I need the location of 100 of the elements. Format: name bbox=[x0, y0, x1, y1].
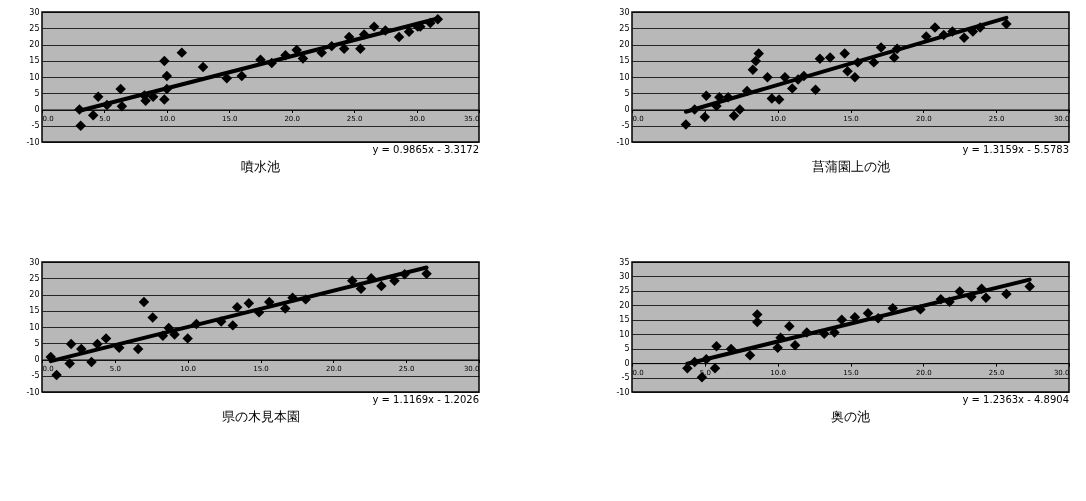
y-tick-label: 30 bbox=[29, 257, 40, 267]
point bbox=[888, 52, 900, 63]
point bbox=[750, 55, 762, 67]
y-tick-label: -10 bbox=[616, 137, 630, 147]
y-tick-label: 10 bbox=[619, 72, 630, 82]
y-tick-label: -5 bbox=[621, 121, 630, 131]
point bbox=[236, 70, 248, 82]
y-tick-label: 5 bbox=[624, 344, 630, 354]
text: y = 0.9865x - 3.3172 bbox=[372, 144, 479, 155]
point bbox=[862, 307, 874, 319]
point bbox=[772, 342, 783, 354]
point bbox=[728, 110, 740, 121]
text: y = 1.1169x - 1.2026 bbox=[372, 394, 479, 405]
point bbox=[280, 303, 291, 314]
y-tick-label: 5 bbox=[624, 88, 630, 98]
point bbox=[929, 22, 941, 33]
point bbox=[147, 312, 158, 323]
y-tick-label: 30 bbox=[29, 7, 40, 17]
point bbox=[92, 91, 104, 103]
y-tick-label: 15 bbox=[619, 56, 630, 66]
text: 県の木見本園 bbox=[221, 409, 300, 424]
point bbox=[159, 94, 170, 105]
text: 奥の池 bbox=[831, 409, 870, 424]
point bbox=[842, 65, 853, 77]
y-tick-label: 5 bbox=[34, 88, 40, 98]
point bbox=[176, 47, 188, 58]
point bbox=[958, 32, 970, 43]
point bbox=[810, 84, 821, 95]
point bbox=[747, 64, 759, 76]
y-tick-label: 25 bbox=[29, 23, 40, 33]
y-tick-label: 25 bbox=[619, 286, 630, 296]
y-tick-label: 35 bbox=[619, 257, 630, 267]
point bbox=[784, 320, 795, 332]
point bbox=[227, 320, 239, 331]
point bbox=[701, 90, 712, 102]
point bbox=[699, 111, 711, 123]
point bbox=[182, 333, 193, 344]
y-tick-label: -10 bbox=[26, 137, 40, 147]
y-tick-label: 20 bbox=[29, 290, 40, 299]
point bbox=[138, 296, 150, 308]
point bbox=[954, 286, 965, 297]
point bbox=[752, 309, 763, 320]
y-tick-label: 10 bbox=[619, 329, 630, 339]
y-tick-label: 15 bbox=[29, 306, 40, 316]
point bbox=[368, 21, 380, 32]
point bbox=[221, 73, 233, 84]
point bbox=[243, 298, 255, 309]
point bbox=[814, 53, 826, 65]
y-tick-label: 20 bbox=[29, 40, 40, 49]
point bbox=[875, 42, 887, 53]
point bbox=[711, 341, 722, 352]
point bbox=[393, 31, 405, 43]
y-tick-label: 10 bbox=[29, 72, 40, 82]
text: 噴水池 bbox=[241, 159, 280, 174]
point bbox=[744, 350, 756, 361]
y-tick-label: 25 bbox=[619, 23, 630, 33]
text: 菖蒲園上の池 bbox=[811, 159, 890, 174]
point bbox=[65, 338, 77, 350]
y-tick-label: 0 bbox=[34, 355, 40, 364]
point bbox=[421, 268, 432, 279]
point bbox=[868, 57, 880, 68]
point bbox=[231, 301, 243, 313]
point bbox=[824, 52, 836, 63]
text: y = 1.3159x - 5.5783 bbox=[962, 144, 1069, 155]
point bbox=[197, 61, 209, 73]
y-tick-label: 5 bbox=[34, 338, 40, 348]
point bbox=[132, 343, 144, 355]
y-tick-label: 0 bbox=[624, 358, 630, 368]
text: y = 1.2363x - 4.8904 bbox=[962, 394, 1069, 405]
point bbox=[839, 48, 850, 59]
point bbox=[709, 363, 721, 374]
point bbox=[849, 72, 861, 83]
point bbox=[376, 280, 387, 292]
point bbox=[159, 55, 170, 67]
point bbox=[161, 70, 173, 82]
point bbox=[789, 339, 801, 351]
point bbox=[75, 120, 86, 131]
y-tick-label: 25 bbox=[29, 273, 40, 283]
point bbox=[980, 292, 992, 304]
point bbox=[403, 26, 415, 38]
y-tick-label: 0 bbox=[624, 105, 630, 114]
y-tick-label: -5 bbox=[31, 121, 40, 131]
point bbox=[1001, 288, 1012, 300]
point bbox=[753, 48, 764, 59]
y-tick-label: 0 bbox=[34, 105, 40, 114]
point bbox=[100, 333, 112, 344]
point bbox=[355, 43, 366, 54]
y-tick-label: -10 bbox=[616, 387, 630, 397]
point bbox=[680, 119, 692, 130]
y-tick-label: -5 bbox=[621, 373, 630, 383]
y-tick-label: 30 bbox=[619, 271, 630, 281]
y-tick-label: 10 bbox=[29, 322, 40, 332]
y-tick-label: -5 bbox=[31, 371, 40, 381]
y-tick-label: 30 bbox=[619, 7, 630, 17]
point bbox=[87, 110, 99, 121]
y-tick-label: 20 bbox=[619, 300, 630, 310]
y-tick-label: 15 bbox=[619, 315, 630, 325]
point bbox=[338, 43, 350, 54]
point bbox=[51, 369, 62, 381]
point bbox=[762, 72, 773, 83]
